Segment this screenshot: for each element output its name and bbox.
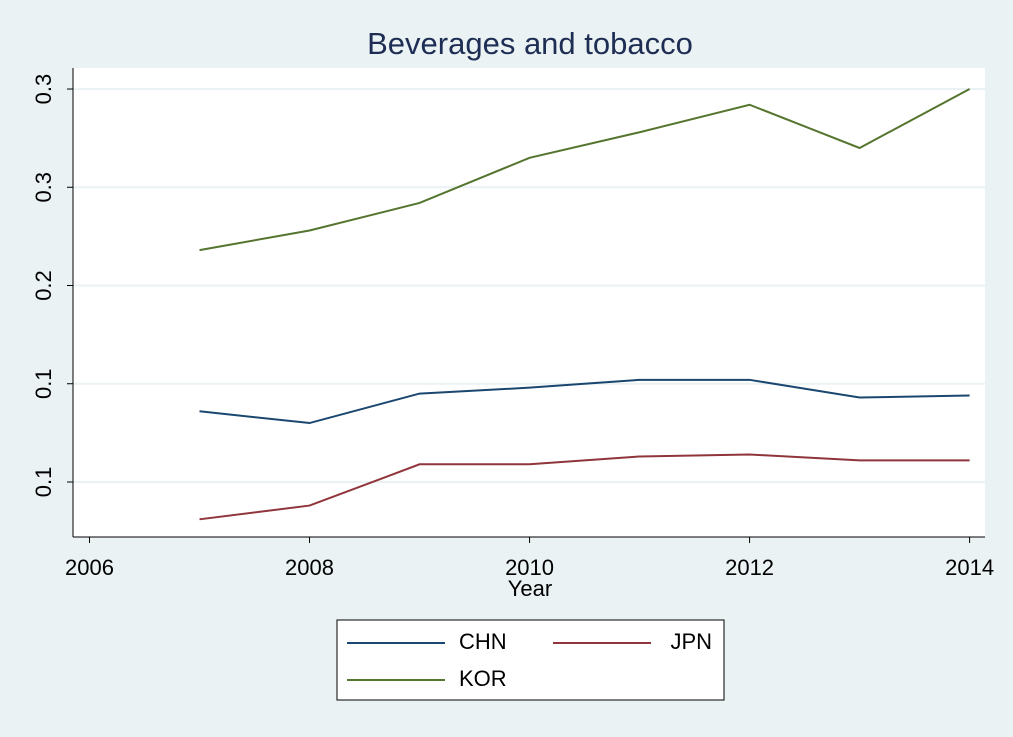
x-tick-label: 2008 bbox=[285, 555, 334, 580]
plot-area bbox=[73, 68, 985, 537]
series-line bbox=[199, 453, 970, 521]
y-tick-label: 0.3 bbox=[31, 74, 56, 105]
series-line bbox=[199, 88, 971, 252]
legend-label: CHN bbox=[459, 629, 507, 654]
x-tick-label: 2014 bbox=[945, 555, 994, 580]
series-line bbox=[199, 378, 970, 425]
y-tick-label: 0.2 bbox=[31, 270, 56, 301]
legend-label: JPN bbox=[670, 629, 712, 654]
legend bbox=[336, 619, 725, 701]
chart-title: Beverages and tobacco bbox=[367, 26, 693, 61]
y-tick-label: 0.3 bbox=[31, 172, 56, 203]
x-tick-label: 2006 bbox=[65, 555, 114, 580]
x-tick-label: 2012 bbox=[725, 555, 774, 580]
y-tick-label: 0.1 bbox=[31, 467, 56, 498]
y-tick-label: 0.1 bbox=[31, 368, 56, 399]
legend-label: KOR bbox=[459, 666, 507, 691]
x-axis-label: Year bbox=[508, 576, 552, 601]
x-tick-label: 2010 bbox=[505, 555, 554, 580]
